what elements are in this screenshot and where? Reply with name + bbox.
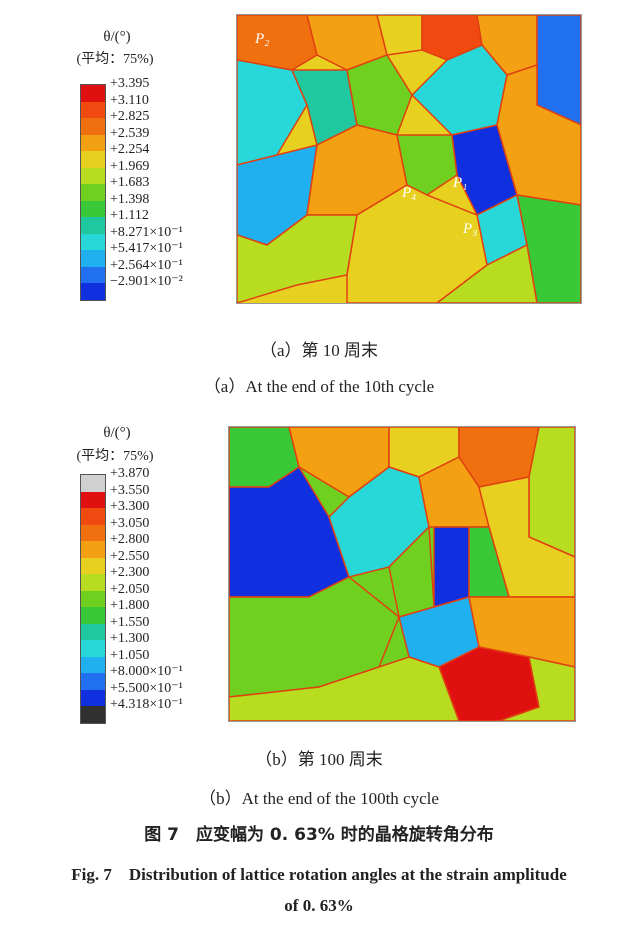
legend-tick-label: +2.825 [110,109,150,124]
legend-swatch [81,85,105,102]
legend-b-title: θ/(°) [103,425,131,441]
point-label-p2: P₂ [254,31,269,47]
legend-tick-label: +3.050 [110,515,150,531]
legend-swatch [81,118,105,135]
legend-tick-label: +3.870 [110,466,150,481]
legend-tick-label: +5.500×10⁻¹ [110,680,183,696]
legend-swatch [81,656,105,673]
legend-swatch [81,524,105,541]
legend-tick-label: +1.683 [110,175,150,190]
point-label-p1: P₁ [452,175,467,191]
legend-swatch [81,151,105,168]
legend-tick-label: +2.050 [110,581,150,597]
legend-tick-label: +3.550 [110,482,150,498]
legend-tick-label: +1.550 [110,614,150,630]
legend-swatch [81,475,105,492]
figure-title-en-line1: Fig. 7 Distribution of lattice rotation … [71,865,567,884]
legend-swatch [81,200,105,217]
grain-map-b [228,426,576,722]
legend-tick-label: +2.550 [110,548,150,564]
legend-swatch [81,283,105,300]
legend-tick-label: +1.969 [110,158,150,174]
legend-tick-label: +8.271×10⁻¹ [110,224,183,240]
legend-swatch [81,491,105,508]
legend-swatch [81,689,105,706]
legend-swatch [81,508,105,525]
legend-swatch [81,184,105,201]
legend-tick-label: +2.254 [110,142,150,157]
legend-swatch [81,574,105,591]
legend-swatch [81,590,105,607]
legend-swatch [81,250,105,267]
legend-tick-label: +5.417×10⁻¹ [110,241,183,256]
legend-a-colorbar [80,84,106,301]
legend-swatch [81,217,105,234]
legend-swatch [81,623,105,640]
legend-swatch [81,101,105,118]
legend-swatch [81,706,105,723]
legend-tick-label: +1.800 [110,598,150,613]
legend-tick-label: +3.300 [110,499,150,514]
legend-swatch [81,167,105,184]
legend-swatch [81,607,105,624]
legend-tick-label: +1.050 [110,647,150,663]
legend-swatch [81,640,105,657]
figure-title-cn: 图 7 应变幅为 0. 63% 时的晶格旋转角分布 [144,825,494,845]
legend-tick-label: +1.112 [110,208,149,223]
legend-swatch [81,557,105,574]
point-label-p4: P₄ [401,185,416,201]
figure-title-en-line2: of 0. 63% [284,896,354,915]
caption-a-en: （a）At the end of the 10th cycle [203,377,435,396]
legend-tick-label: +1.300 [110,631,150,646]
legend-tick-label: −2.901×10⁻² [110,274,183,289]
point-label-p3: P₃ [462,221,477,237]
legend-swatch [81,673,105,690]
legend-tick-label: +2.539 [110,125,150,141]
caption-b-en: （b）At the end of the 100th cycle [199,789,439,808]
legend-tick-label: +3.395 [110,76,150,91]
legend-a-title: θ/(°) [103,29,131,45]
legend-swatch [81,541,105,558]
legend-tick-label: +2.564×10⁻¹ [110,257,183,273]
caption-b-cn: （b）第 100 周末 [255,750,383,769]
legend-tick-label: +8.000×10⁻¹ [110,664,183,679]
legend-tick-label: +1.398 [110,191,150,207]
legend-swatch [81,233,105,250]
legend-swatch [81,134,105,151]
legend-tick-label: +3.110 [110,92,149,108]
legend-tick-label: +2.300 [110,565,150,580]
grain-map-a: P₂ P₄ P₁ P₃ [236,14,582,304]
legend-swatch [81,266,105,283]
caption-a-cn: （a）第 10 周末 [259,341,379,360]
legend-b-subtitle: (平均：75%) [76,449,154,464]
legend-a-subtitle: (平均：75%) [76,52,154,67]
legend-b-colorbar [80,474,106,724]
legend-tick-label: +4.318×10⁻¹ [110,697,183,712]
legend-tick-label: +2.800 [110,532,150,547]
